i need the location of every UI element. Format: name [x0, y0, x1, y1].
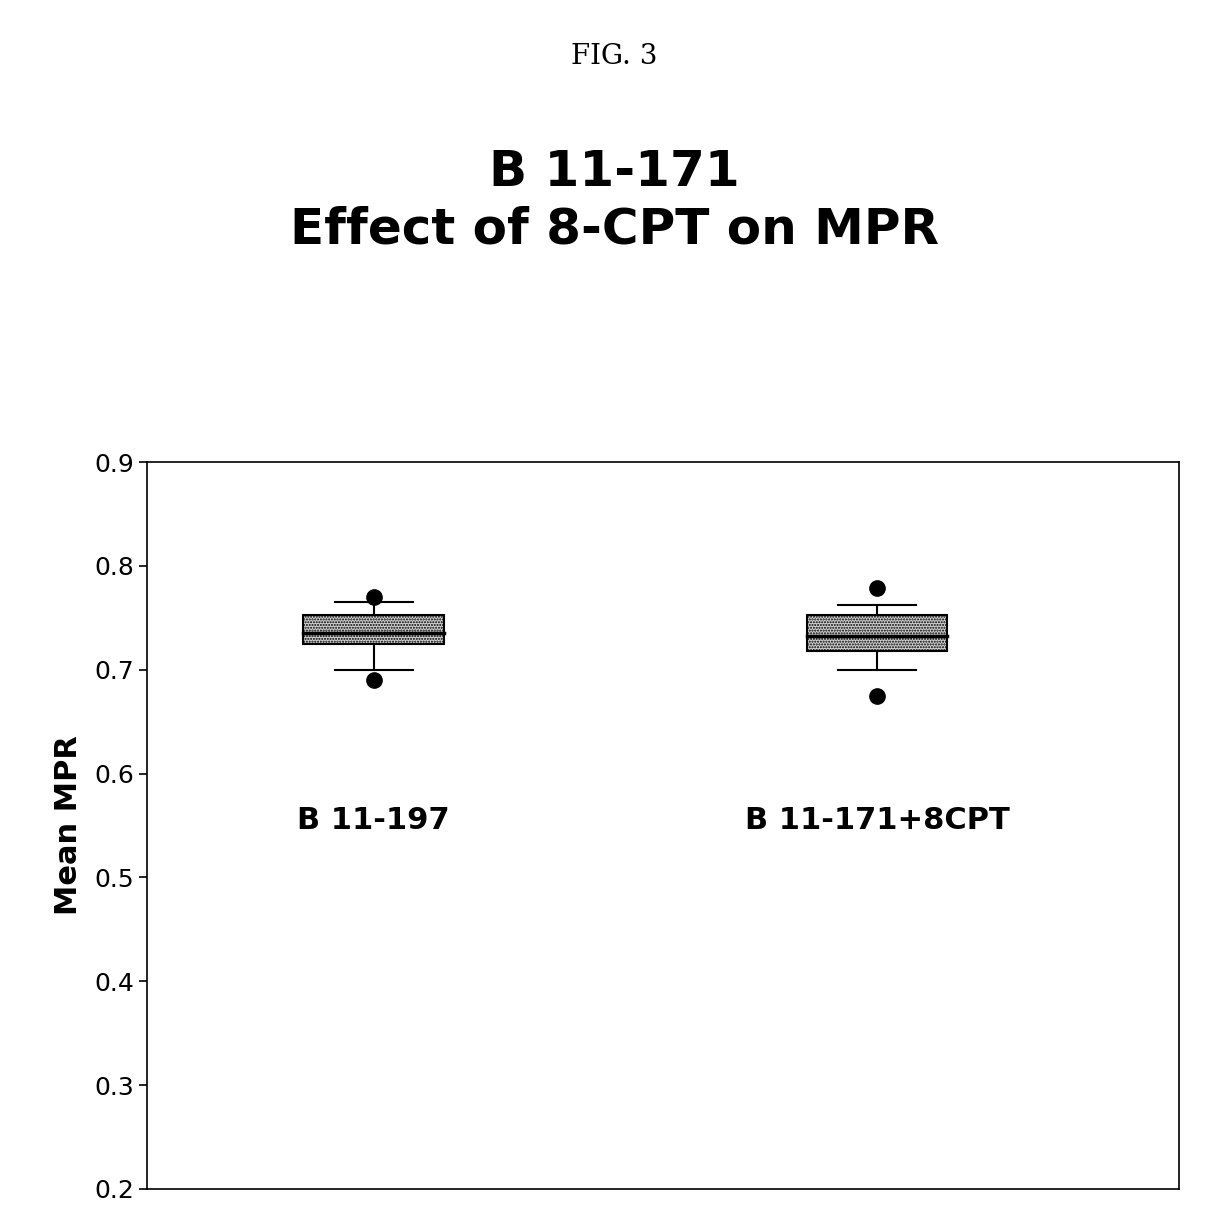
Bar [303, 615, 445, 643]
Text: B 11-171
Effect of 8-CPT on MPR: B 11-171 Effect of 8-CPT on MPR [290, 148, 938, 254]
Bar [807, 615, 948, 650]
Text: FIG. 3: FIG. 3 [571, 43, 657, 70]
Y-axis label: Mean MPR: Mean MPR [54, 736, 84, 915]
Text: B 11-171+8CPT: B 11-171+8CPT [744, 806, 1009, 835]
Text: B 11-197: B 11-197 [297, 806, 451, 835]
